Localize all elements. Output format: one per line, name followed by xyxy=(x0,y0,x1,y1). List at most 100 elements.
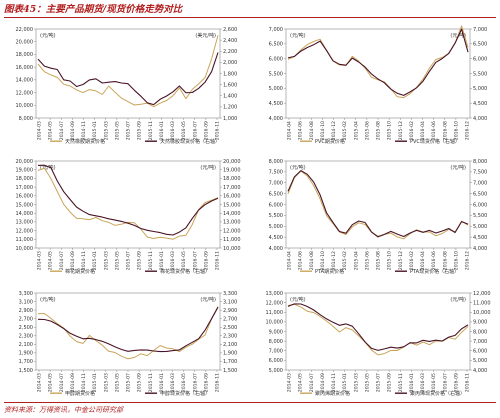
legend-label: 聚丙烯现货价格（右轴） xyxy=(410,390,465,397)
x-tick-label: 2016-05 xyxy=(181,373,187,392)
chart-panel-4: (元/吨) (元/吨) 4,000 4,500 5,000 5,500 6,000 6,500… xyxy=(269,159,488,275)
figure-title: 图表45：主要产品期货/现货价格走势对比 xyxy=(4,3,496,18)
x-tick-label: 2016-02 xyxy=(409,251,415,270)
right-tick-label: 7,000 xyxy=(473,27,487,33)
source-note: 资料来源：万得资讯，中金公司研究部 xyxy=(4,402,496,417)
x-tick-label: 2015-09 xyxy=(387,373,393,392)
right-tick-label: 2,400 xyxy=(223,38,237,44)
right-tick-label: 4,500 xyxy=(473,235,487,241)
right-unit-label: (元/吨) xyxy=(200,164,216,171)
series-line-1 xyxy=(287,170,469,240)
legend-label: 天然橡胶期货价格 xyxy=(65,138,105,145)
x-tick-label: 2016-12 xyxy=(465,251,471,270)
left-tick-label: 4,500 xyxy=(269,235,283,241)
right-tick-label: 5,500 xyxy=(473,213,487,219)
left-tick-label: 17,000 xyxy=(16,185,34,191)
legend-label: 天然橡胶现货价格（右轴） xyxy=(160,138,220,145)
chart-panel-1: (元/吨) (美元/吨) 8,000 10,000 12,000 14,000 16,000… xyxy=(16,27,238,145)
left-tick-label: 1,500 xyxy=(19,368,33,374)
x-tick-label: 2016-06 xyxy=(431,121,437,140)
series-line-2 xyxy=(37,306,219,353)
left-tick-label: 14,000 xyxy=(16,211,34,217)
x-tick-label: 2014-11 xyxy=(81,121,87,140)
left-unit-label: (元/吨) xyxy=(40,164,56,171)
right-tick-label: 4,000 xyxy=(473,246,487,252)
x-tick-label: 2016-08 xyxy=(442,121,448,140)
x-tick-label: 2016-09 xyxy=(203,251,209,270)
plot-frame xyxy=(35,28,221,119)
x-tick-label: 2015-11 xyxy=(148,373,154,392)
left-tick-label: 16,000 xyxy=(16,194,34,200)
x-tick-label: 2014-11 xyxy=(81,373,87,392)
left-tick-label: 3,100 xyxy=(19,299,33,305)
left-tick-label: 12,000 xyxy=(16,228,34,234)
x-tick-label: 2015-03 xyxy=(103,251,109,270)
series-line-2 xyxy=(37,52,219,106)
left-tick-label: 2,300 xyxy=(19,334,33,340)
plot-frame xyxy=(285,292,471,371)
left-tick-label: 6,000 xyxy=(269,202,283,208)
right-tick-label: 7,500 xyxy=(473,170,487,176)
x-tick-label: 2015-03 xyxy=(353,373,359,392)
x-tick-label: 2014-07 xyxy=(59,121,65,140)
x-tick-label: 2016-03 xyxy=(170,373,176,392)
x-tick-label: 2014-03 xyxy=(37,121,43,140)
right-tick-label: 14,000 xyxy=(223,211,241,217)
left-tick-label: 1,900 xyxy=(19,351,33,357)
x-tick-label: 2016-09 xyxy=(203,373,209,392)
chart-panel-5: (元/吨) (元/吨) 1,500 1,700 1,900 2,100 2,300 2,500… xyxy=(19,291,238,397)
left-tick-label: 19,000 xyxy=(16,168,34,174)
right-tick-label: 6,000 xyxy=(473,202,487,208)
right-tick-label: 10,000 xyxy=(473,310,491,316)
left-tick-label: 10,000 xyxy=(16,103,34,109)
x-tick-label: 2016-01 xyxy=(159,251,165,270)
x-tick-label: 2014-07 xyxy=(309,373,315,392)
left-tick-label: 13,000 xyxy=(266,291,284,297)
x-tick-label: 2014-09 xyxy=(70,251,76,270)
left-tick-label: 18,000 xyxy=(16,176,34,182)
x-tick-label: 2016-10 xyxy=(453,121,459,140)
x-tick-label: 2015-04 xyxy=(353,251,359,270)
right-unit-label: (元/吨) xyxy=(200,296,216,303)
right-tick-label: 7,000 xyxy=(473,181,487,187)
x-tick-label: 2014-05 xyxy=(298,373,304,392)
x-tick-label: 2015-06 xyxy=(364,251,370,270)
right-tick-label: 2,900 xyxy=(223,308,237,314)
right-tick-label: 6,500 xyxy=(473,42,487,48)
left-tick-label: 2,100 xyxy=(19,342,33,348)
left-tick-label: 16,000 xyxy=(16,65,34,71)
right-tick-label: 2,200 xyxy=(223,49,237,55)
legend-label: 甲醇现货价格（右轴） xyxy=(160,390,210,397)
x-tick-label: 2016-10 xyxy=(453,251,459,270)
right-tick-label: 5,000 xyxy=(473,224,487,230)
x-tick-label: 2015-03 xyxy=(103,121,109,140)
x-tick-label: 2015-11 xyxy=(148,121,154,140)
x-tick-label: 2015-11 xyxy=(148,251,154,270)
x-tick-label: 2016-04 xyxy=(420,251,426,270)
x-tick-label: 2014-11 xyxy=(331,373,337,392)
x-tick-label: 2014-06 xyxy=(298,251,304,270)
left-unit-label: (元/吨) xyxy=(40,296,56,303)
right-tick-label: 1,800 xyxy=(223,71,237,77)
x-tick-label: 2014-07 xyxy=(59,251,65,270)
x-tick-label: 2016-04 xyxy=(420,121,426,140)
right-tick-label: 1,000 xyxy=(223,116,237,122)
right-tick-label: 16,000 xyxy=(223,194,241,200)
x-tick-label: 2014-03 xyxy=(287,373,293,392)
right-tick-label: 1,600 xyxy=(223,82,237,88)
x-tick-label: 2016-03 xyxy=(170,121,176,140)
right-tick-label: 2,700 xyxy=(223,316,237,322)
x-tick-label: 2016-11 xyxy=(215,121,221,140)
right-tick-label: 12,000 xyxy=(473,291,491,297)
x-tick-label: 2015-01 xyxy=(92,251,98,270)
x-tick-label: 2016-01 xyxy=(159,373,165,392)
right-tick-label: 1,900 xyxy=(223,351,237,357)
left-tick-label: 11,000 xyxy=(266,310,284,316)
left-tick-label: 22,000 xyxy=(16,27,34,33)
right-tick-label: 6,000 xyxy=(473,349,487,355)
right-tick-label: 1,400 xyxy=(223,94,237,100)
x-tick-label: 2016-07 xyxy=(442,373,448,392)
x-tick-label: 2015-02 xyxy=(342,121,348,140)
x-tick-label: 2016-11 xyxy=(215,251,221,270)
series-line-1 xyxy=(37,35,219,108)
